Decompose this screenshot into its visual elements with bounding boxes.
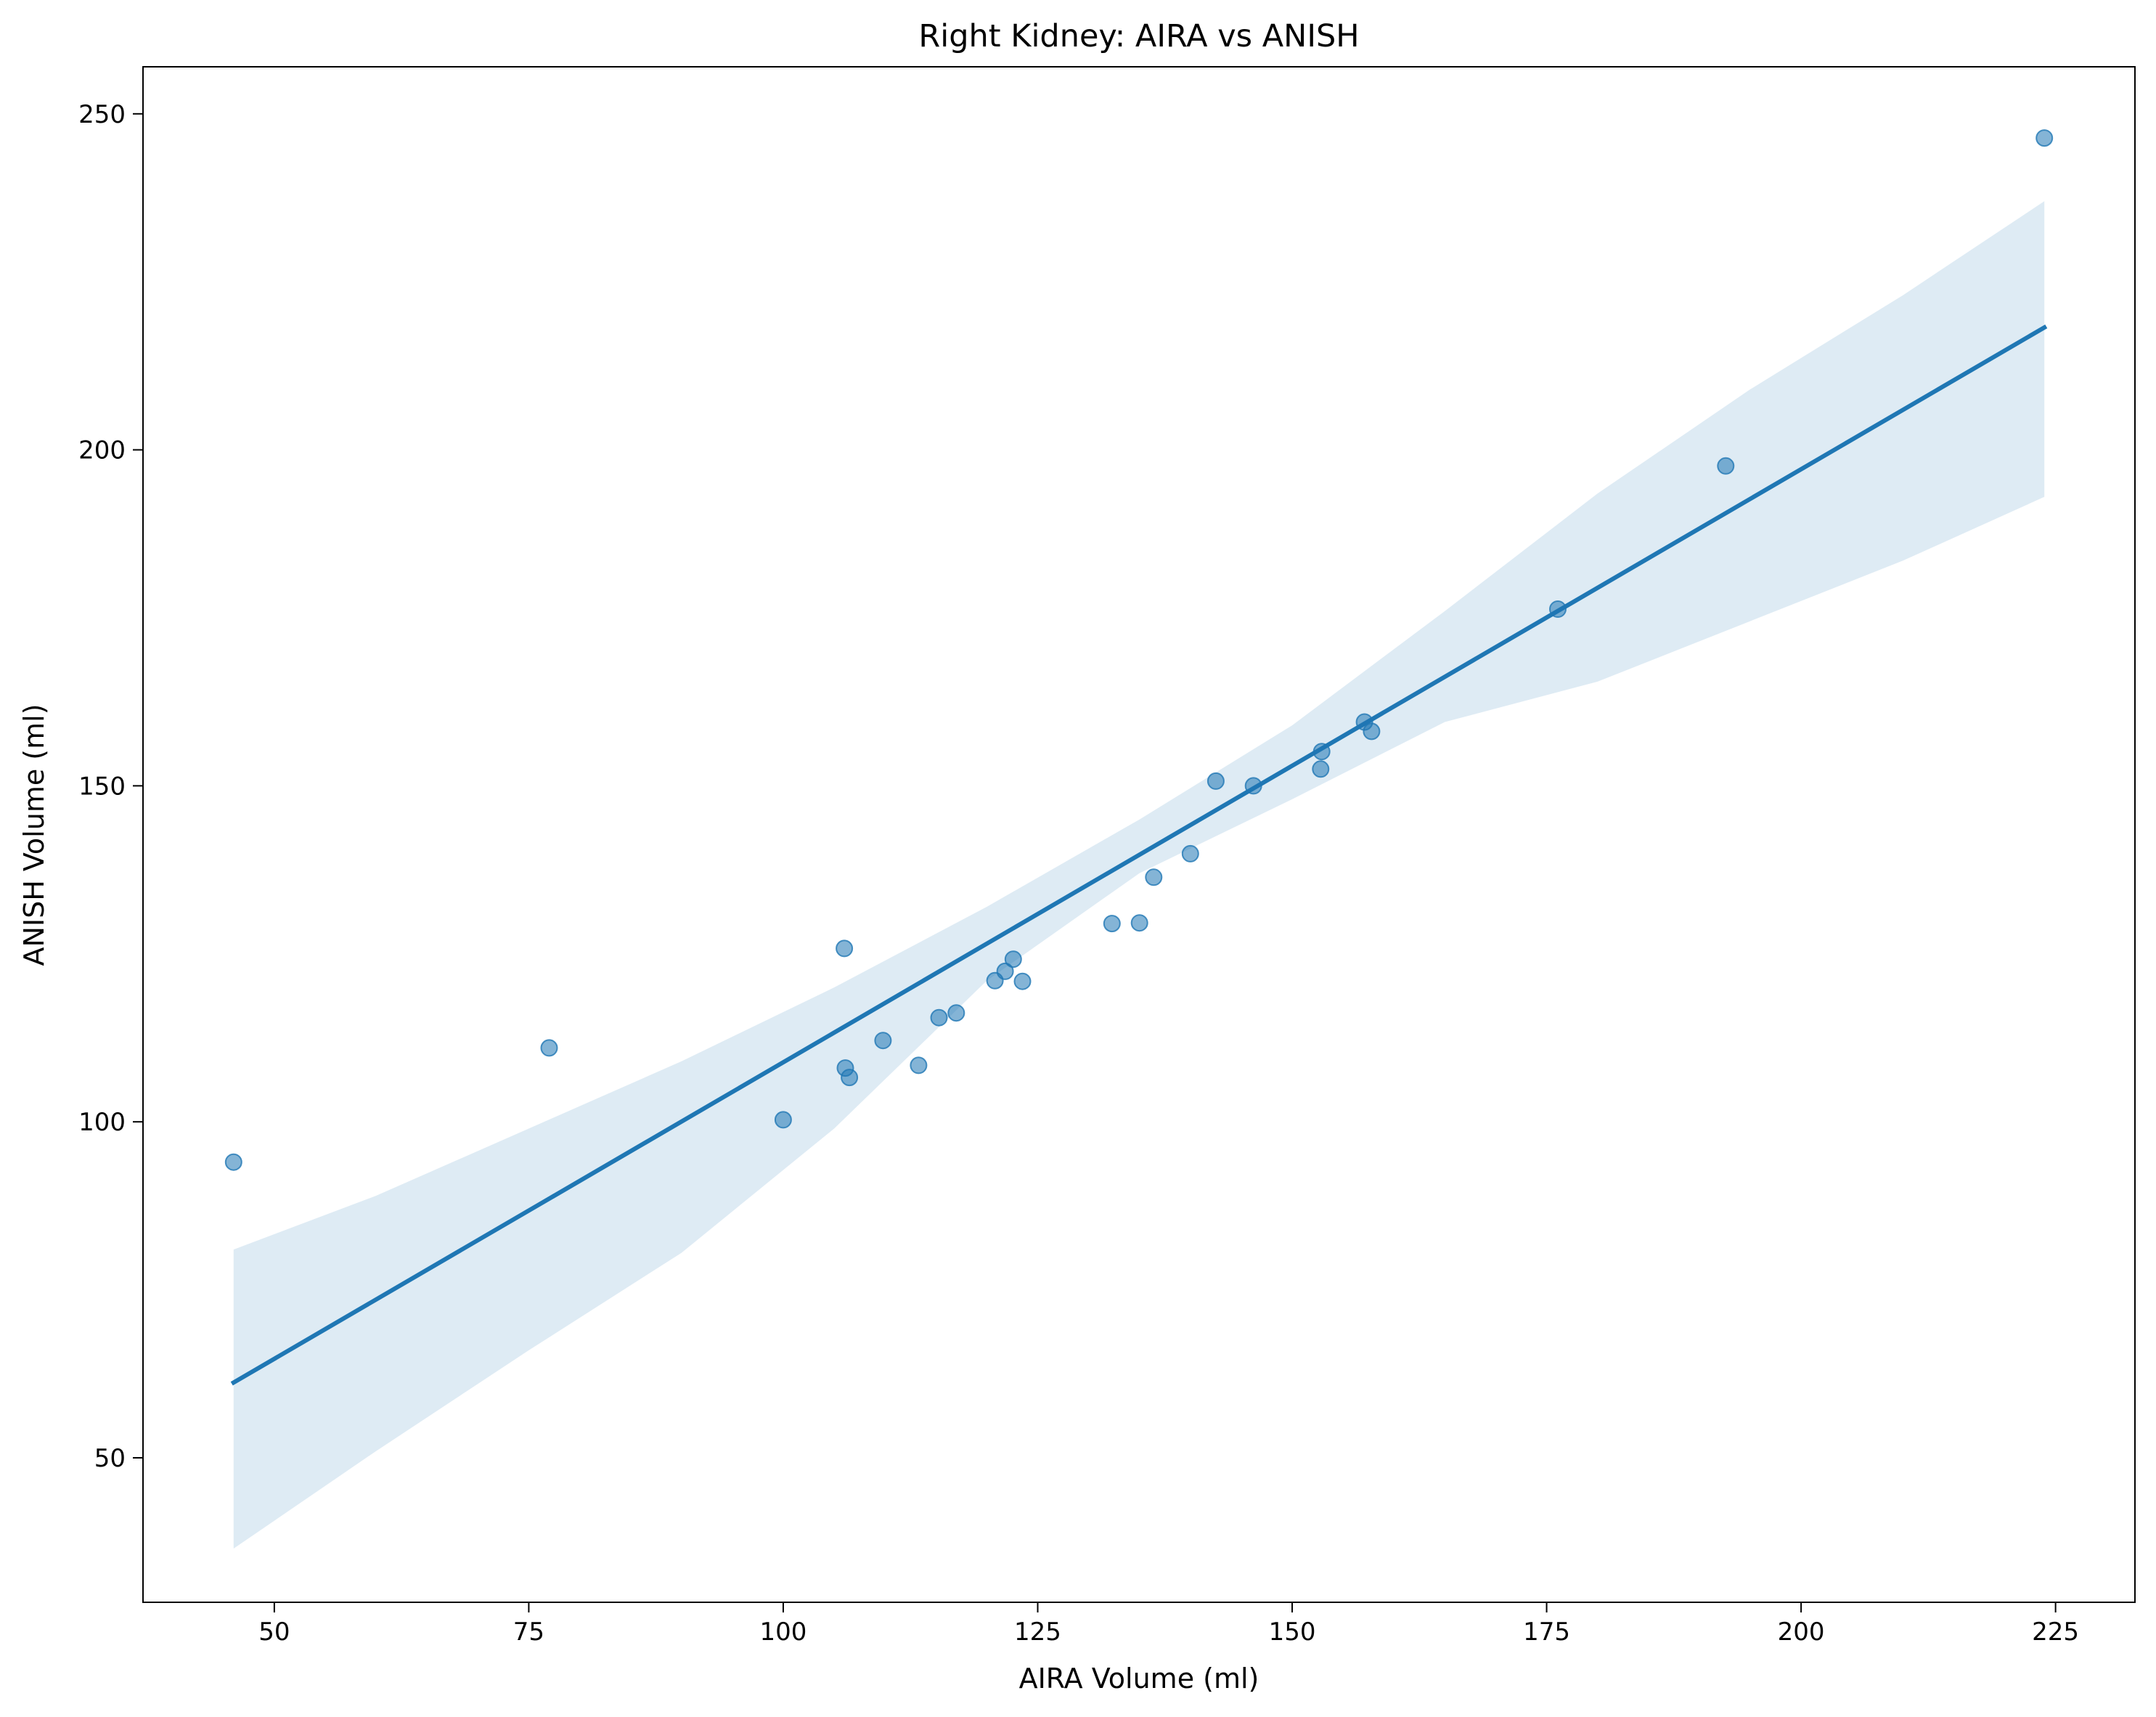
scatter-point-10 [947, 1004, 965, 1022]
scatter-point-3 [774, 1111, 792, 1129]
scatter-point-19 [1206, 772, 1225, 790]
scatter-point-24 [1363, 722, 1381, 741]
scatter-point-13 [1004, 950, 1022, 968]
y-tick-label-200: 200 [78, 436, 126, 465]
regression-line-layer [230, 324, 2048, 1386]
y-tick-label-250: 250 [78, 100, 126, 129]
scatter-point-20 [1244, 777, 1262, 795]
x-tick-label-150: 150 [1269, 1618, 1316, 1647]
x-tick-label-50: 50 [258, 1618, 290, 1647]
scatter-point-4 [836, 939, 854, 958]
scatter-point-layer [224, 129, 2054, 1171]
x-axis: 50 75 100 125 150 175 200 225 [258, 1602, 2079, 1647]
scatter-point-26 [1717, 457, 1735, 475]
y-axis-label: ANISH Volume (ml) [18, 703, 50, 966]
y-axis: 50 100 150 200 250 [78, 100, 143, 1473]
x-axis-label: AIRA Volume (ml) [1019, 1663, 1259, 1694]
y-tick-label-50: 50 [94, 1444, 126, 1473]
scatter-point-7 [874, 1032, 892, 1050]
scatter-point-25 [1549, 600, 1567, 618]
x-tick-label-75: 75 [513, 1618, 544, 1647]
scatter-point-12 [996, 962, 1014, 980]
scatter-point-14 [1013, 972, 1032, 990]
scatter-point-2 [540, 1039, 558, 1057]
x-tick-label-225: 225 [2032, 1618, 2079, 1647]
x-tick-label-175: 175 [1523, 1618, 1570, 1647]
x-tick-label-100: 100 [759, 1618, 807, 1647]
scatter-point-15 [1103, 915, 1121, 933]
y-tick-label-100: 100 [78, 1108, 126, 1137]
scatter-point-27 [2035, 129, 2054, 147]
scatter-point-6 [841, 1069, 859, 1087]
confidence-band [233, 201, 2045, 1549]
scatter-point-8 [910, 1056, 928, 1074]
chart-title: Right Kidney: AIRA vs ANISH [918, 18, 1359, 54]
confidence-band-layer [233, 201, 2045, 1549]
regression-line [230, 324, 2048, 1386]
plot-frame [142, 66, 2136, 1603]
scatter-point-17 [1145, 868, 1163, 886]
y-tick-label-150: 150 [78, 772, 126, 801]
scatter-point-1 [224, 1153, 242, 1171]
scatter-point-18 [1181, 844, 1199, 862]
x-tick-label-125: 125 [1014, 1618, 1061, 1647]
scatter-point-21 [1312, 760, 1330, 778]
scatter-point-22 [1312, 743, 1331, 761]
scatter-point-16 [1130, 914, 1148, 932]
x-tick-label-200: 200 [1778, 1618, 1825, 1647]
scatter-point-9 [930, 1008, 948, 1027]
